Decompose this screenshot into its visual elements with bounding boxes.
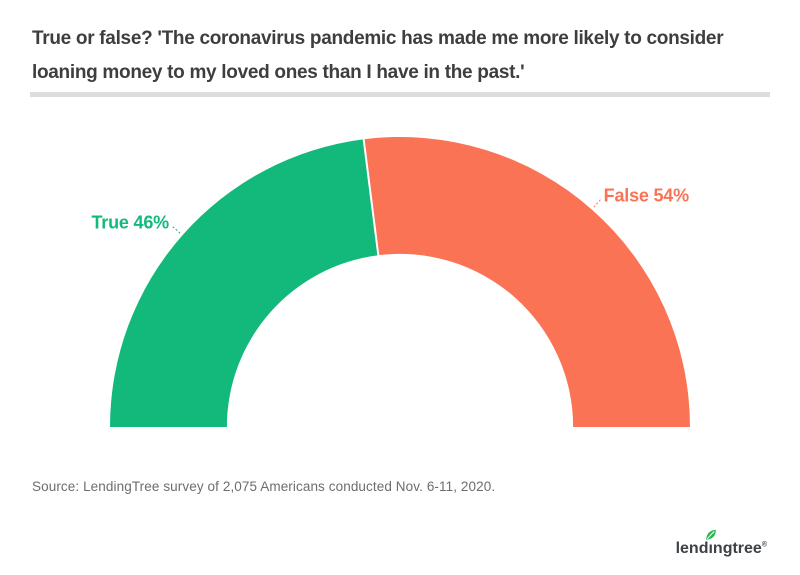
label-leader-line bbox=[593, 198, 602, 208]
segment-label-true: True 46% bbox=[91, 212, 170, 233]
logo-text-pre: lend bbox=[675, 540, 709, 557]
logo-text-i: ı bbox=[708, 540, 713, 557]
title-divider bbox=[30, 92, 770, 97]
source-note: Source: LendingTree survey of 2,075 Amer… bbox=[32, 479, 496, 494]
chart-title: True or false? 'The coronavirus pandemic… bbox=[32, 28, 724, 83]
label-leader-line bbox=[171, 225, 181, 234]
segment-separator bbox=[362, 138, 380, 257]
logo-registered-mark: ® bbox=[761, 541, 767, 549]
logo-text-post: ngtree bbox=[712, 540, 762, 557]
segment-true bbox=[110, 139, 379, 427]
logo-letter-i: ı bbox=[706, 529, 717, 558]
segment-false bbox=[363, 137, 690, 427]
lendingtree-logo: lend ıngtree® bbox=[675, 529, 767, 558]
segment-label-false: False 54% bbox=[603, 185, 689, 206]
leaf-icon bbox=[706, 529, 717, 540]
